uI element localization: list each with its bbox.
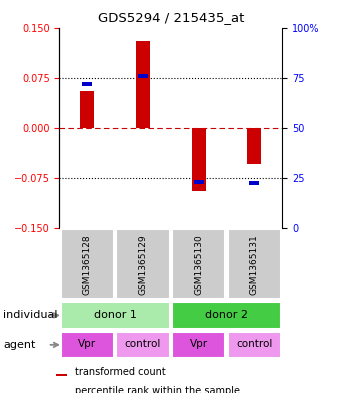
- Text: control: control: [125, 339, 161, 349]
- Bar: [56, 373, 67, 376]
- Bar: [116, 230, 170, 299]
- Text: donor 2: donor 2: [205, 310, 248, 320]
- Bar: [192, 128, 206, 191]
- Bar: [249, 181, 259, 185]
- Bar: [248, 128, 261, 164]
- Text: percentile rank within the sample: percentile rank within the sample: [75, 386, 240, 393]
- Bar: [82, 82, 92, 86]
- Text: individual: individual: [3, 310, 58, 320]
- Bar: [172, 230, 225, 299]
- Title: GDS5294 / 215435_at: GDS5294 / 215435_at: [98, 11, 244, 24]
- Text: GSM1365129: GSM1365129: [138, 234, 148, 295]
- Bar: [61, 302, 170, 329]
- Bar: [172, 332, 225, 358]
- Text: GSM1365131: GSM1365131: [250, 234, 259, 295]
- Bar: [116, 332, 170, 358]
- Text: agent: agent: [3, 340, 36, 350]
- Text: Vpr: Vpr: [78, 339, 97, 349]
- Bar: [194, 180, 204, 184]
- Text: donor 1: donor 1: [94, 310, 137, 320]
- Bar: [138, 73, 148, 78]
- Bar: [172, 302, 281, 329]
- Bar: [228, 230, 281, 299]
- Text: transformed count: transformed count: [75, 367, 166, 377]
- Text: control: control: [236, 339, 273, 349]
- Text: GSM1365128: GSM1365128: [83, 234, 92, 295]
- Bar: [61, 230, 114, 299]
- Text: GSM1365130: GSM1365130: [194, 234, 203, 295]
- Bar: [80, 91, 94, 128]
- Bar: [61, 332, 114, 358]
- Bar: [228, 332, 281, 358]
- Text: Vpr: Vpr: [190, 339, 208, 349]
- Bar: [136, 41, 150, 128]
